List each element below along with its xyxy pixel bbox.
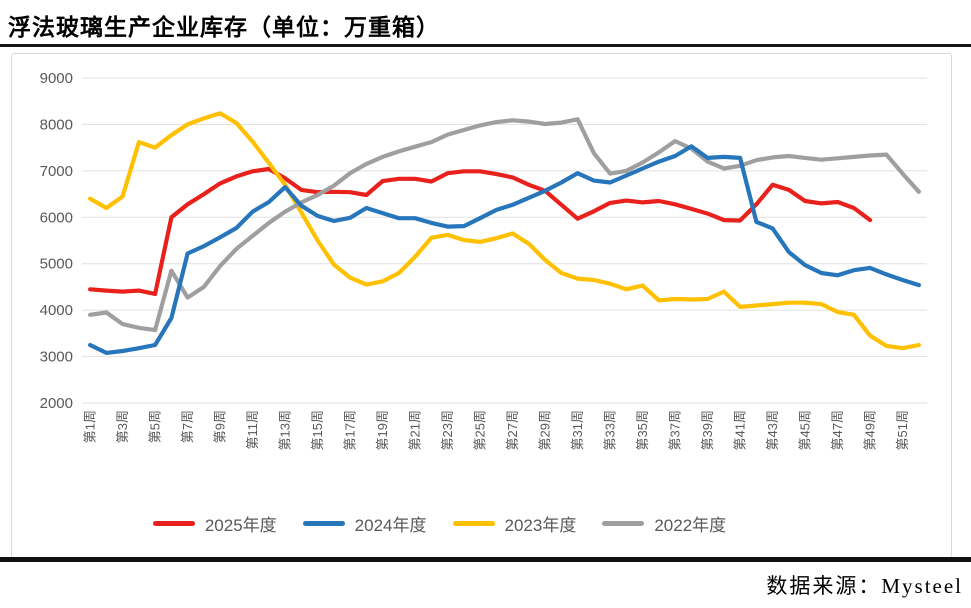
legend-item-2022年度: 2022年度: [602, 511, 726, 536]
x-tick-label-week-3: 第3周: [115, 410, 130, 443]
x-tick-label-week-17: 第17周: [343, 410, 358, 450]
x-tick-label-week-21: 第21周: [408, 410, 423, 450]
x-tick-label-week-31: 第31周: [570, 410, 585, 450]
bottom-divider: [0, 557, 971, 562]
series-line-2024年度: [87, 144, 922, 355]
x-tick-label-week-13: 第13周: [278, 410, 293, 450]
series-line-2023年度: [87, 111, 922, 351]
x-tick-label-week-49: 第49周: [863, 410, 878, 450]
x-tick-label-week-15: 第15周: [310, 410, 325, 450]
x-tick-label-week-33: 第33周: [603, 410, 618, 450]
x-tick-label-week-1: 第1周: [83, 410, 98, 443]
x-tick-label-week-29: 第29周: [538, 410, 553, 450]
legend-label-2025年度: 2025年度: [204, 515, 277, 535]
legend-swatch-2022年度: [602, 520, 645, 526]
title-underline: [0, 44, 971, 47]
legend-label-2024年度: 2024年度: [354, 515, 427, 535]
y-tick-label-3000: 3000: [40, 349, 73, 366]
y-tick-label-5000: 5000: [40, 256, 73, 273]
legend-item-2024年度: 2024年度: [302, 511, 427, 536]
line-chart: 9000 8000 7000 6000 5000 4000 3000 2000 第1周 第3周 第5…: [40, 70, 927, 450]
x-tick-label-week-5: 第5周: [148, 410, 163, 443]
x-tick-label-week-9: 第9周: [213, 410, 228, 443]
y-tick-label-8000: 8000: [40, 116, 73, 133]
x-tick-label-week-47: 第47周: [830, 410, 845, 450]
x-tick-label-week-25: 第25周: [473, 410, 488, 450]
legend-item-2023年度: 2023年度: [452, 511, 577, 536]
legend-label-2023年度: 2023年度: [504, 515, 577, 535]
data-source-caption: 数据来源：Mysteel: [766, 574, 963, 598]
chart-title: 浮法玻璃生产企业库存（单位：万重箱）: [8, 15, 440, 40]
x-tick-label-week-51: 第51周: [895, 410, 910, 450]
x-tick-label-week-7: 第7周: [180, 410, 195, 443]
legend-item-2025年度: 2025年度: [152, 511, 277, 536]
x-tick-label-week-41: 第41周: [733, 410, 748, 450]
x-tick-label-week-43: 第43周: [765, 410, 780, 450]
y-tick-label-4000: 4000: [40, 302, 73, 319]
x-tick-label-week-27: 第27周: [505, 410, 520, 450]
y-tick-label-9000: 9000: [40, 70, 73, 87]
x-tick-label-week-39: 第39周: [700, 410, 715, 450]
y-tick-label-2000: 2000: [40, 395, 73, 412]
x-tick-label-week-37: 第37周: [668, 410, 683, 450]
y-tick-label-7000: 7000: [40, 163, 73, 180]
legend-swatch-2025年度: [152, 520, 195, 526]
x-tick-label-week-45: 第45周: [798, 410, 813, 450]
x-tick-label-week-11: 第11周: [245, 410, 260, 450]
x-tick-label-week-35: 第35周: [635, 410, 650, 450]
series-line-2025年度: [87, 166, 873, 296]
legend-label-2022年度: 2022年度: [654, 515, 727, 535]
chart-legend: 2025年度 2024年度 2023年度 2022年度: [0, 506, 909, 540]
x-tick-label-week-19: 第19周: [375, 410, 390, 450]
legend-swatch-2023年度: [452, 520, 495, 526]
y-tick-label-6000: 6000: [40, 209, 73, 226]
legend-swatch-2024年度: [302, 520, 345, 526]
series-line-2022年度: [87, 117, 922, 333]
x-tick-label-week-23: 第23周: [440, 410, 455, 450]
chart-container: 9000 8000 7000 6000 5000 4000 3000 2000 第1周 第3周 第5…: [11, 53, 952, 558]
